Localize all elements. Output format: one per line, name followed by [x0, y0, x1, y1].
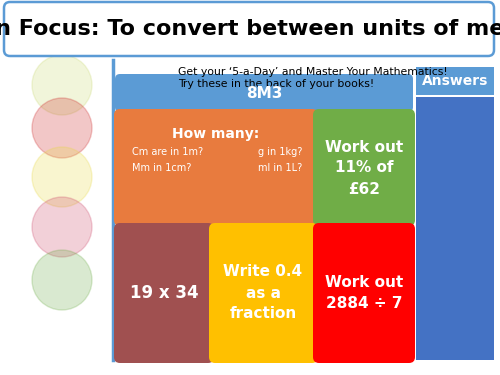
Text: 19 x 34: 19 x 34 — [130, 284, 198, 302]
Circle shape — [32, 250, 92, 310]
FancyBboxPatch shape — [114, 223, 214, 363]
Text: Lesson Focus: To convert between units of measure: Lesson Focus: To convert between units o… — [0, 19, 500, 39]
Text: Mm in 1cm?: Mm in 1cm? — [132, 163, 192, 173]
Text: How many:: How many: — [172, 127, 260, 141]
Text: 8M3: 8M3 — [246, 86, 282, 100]
Circle shape — [32, 197, 92, 257]
Text: Work out
11% of
£62: Work out 11% of £62 — [325, 140, 403, 196]
Circle shape — [32, 55, 92, 115]
Text: Cm are in 1m?: Cm are in 1m? — [132, 147, 203, 157]
Text: Write 0.4
as a
fraction: Write 0.4 as a fraction — [224, 264, 302, 321]
Bar — [416, 97, 494, 360]
FancyBboxPatch shape — [114, 109, 318, 226]
Text: Work out
2884 ÷ 7: Work out 2884 ÷ 7 — [325, 275, 403, 311]
Text: ml in 1L?: ml in 1L? — [258, 163, 302, 173]
Bar — [416, 67, 494, 95]
Text: g in 1kg?: g in 1kg? — [258, 147, 302, 157]
Text: Get your ‘5-a-Day’ and Master Your Mathematics!: Get your ‘5-a-Day’ and Master Your Mathe… — [178, 67, 448, 77]
Text: Try these in the back of your books!: Try these in the back of your books! — [178, 79, 374, 89]
FancyBboxPatch shape — [209, 223, 318, 363]
FancyBboxPatch shape — [4, 2, 494, 56]
FancyBboxPatch shape — [313, 223, 415, 363]
Circle shape — [32, 147, 92, 207]
FancyBboxPatch shape — [313, 109, 415, 226]
Text: Answers: Answers — [422, 74, 488, 88]
FancyBboxPatch shape — [115, 74, 413, 112]
Circle shape — [32, 98, 92, 158]
